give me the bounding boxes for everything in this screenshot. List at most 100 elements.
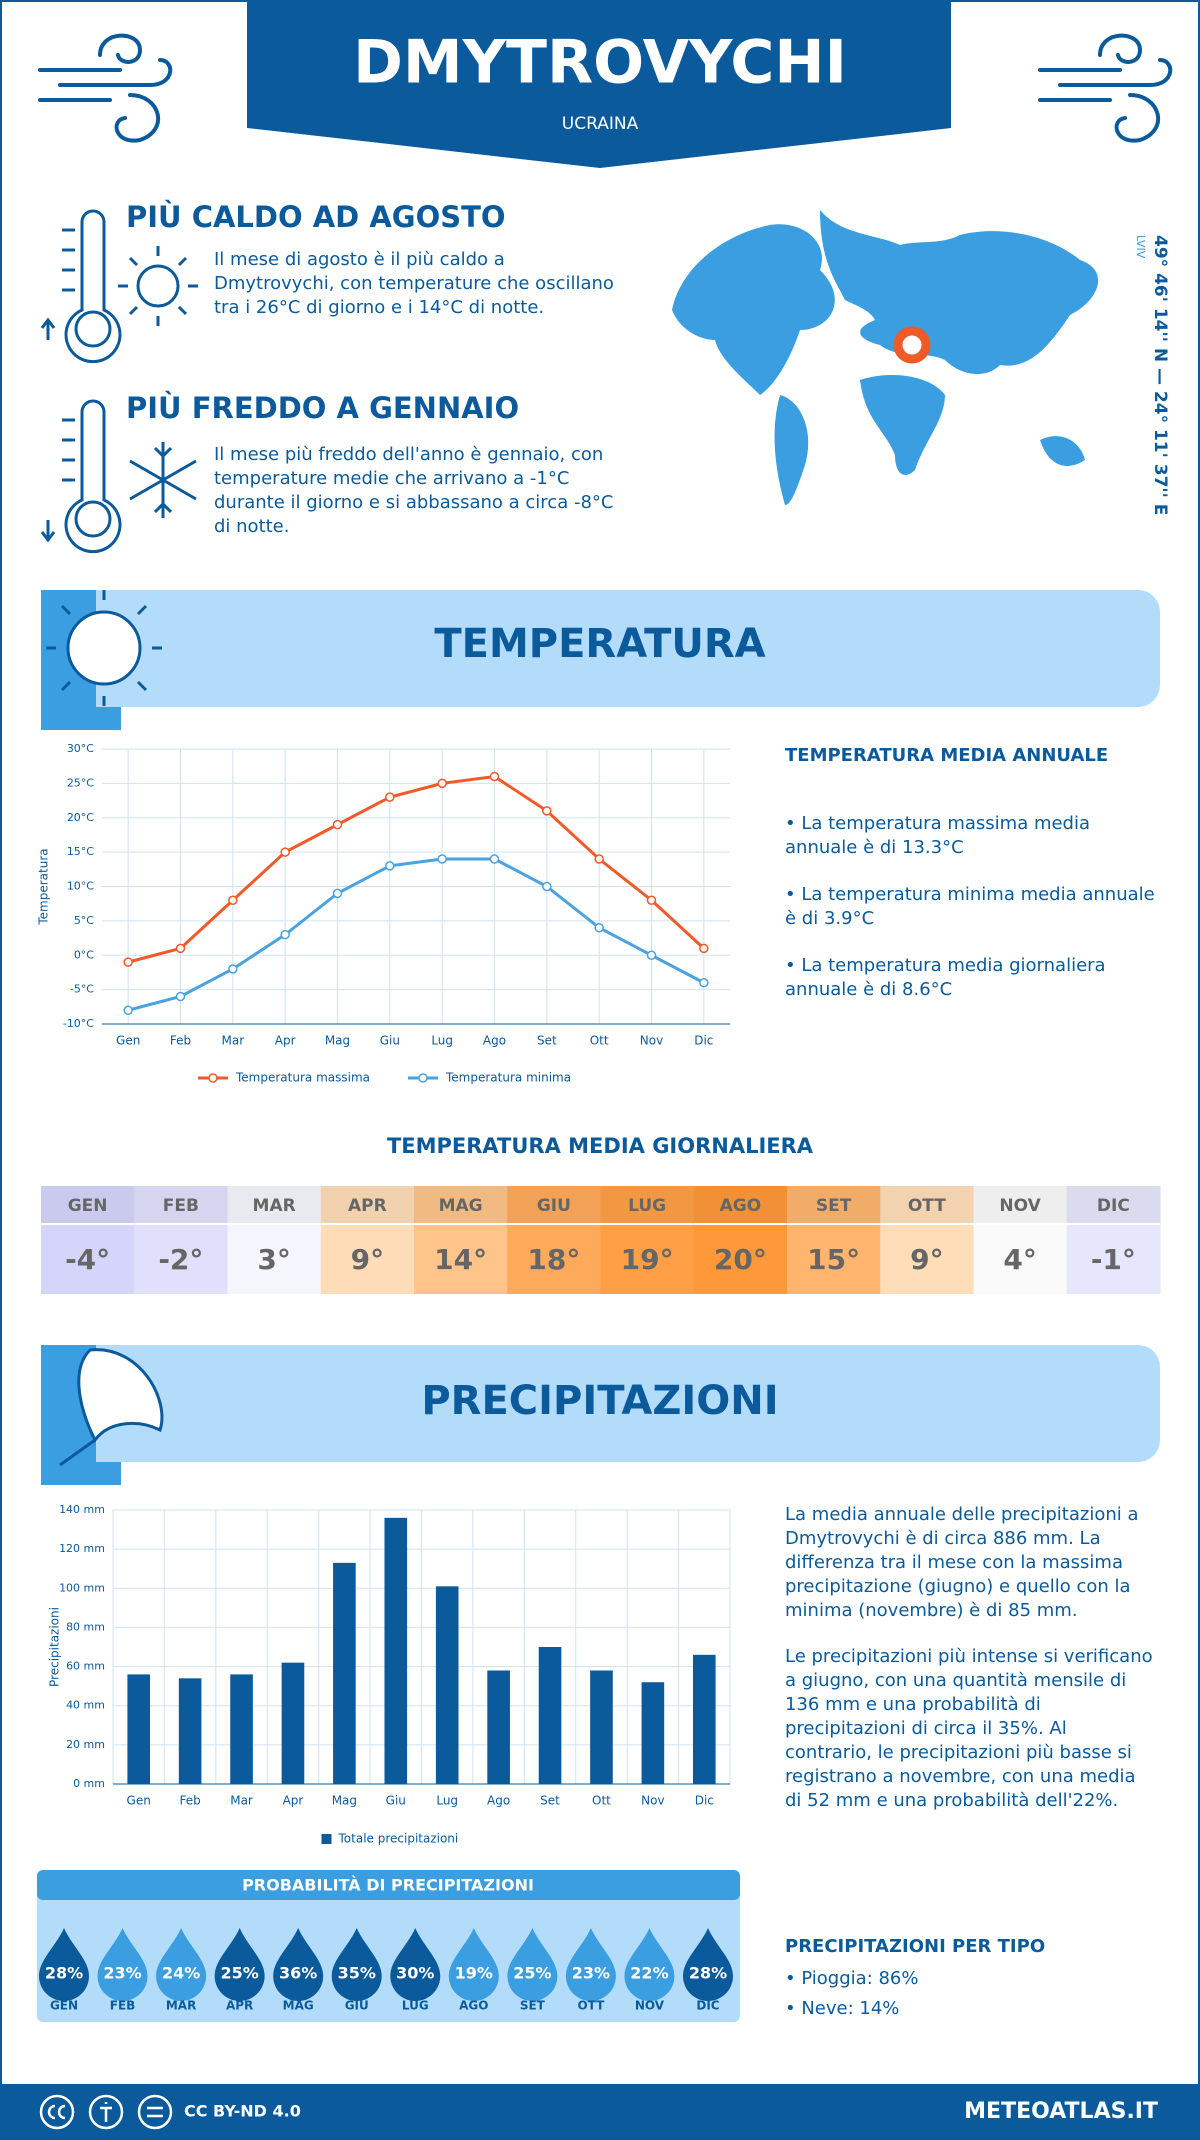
y-tick-label: 60 mm: [66, 1660, 105, 1673]
point: [123, 1005, 133, 1015]
month-label: APR: [348, 1196, 387, 1216]
section-title: TEMPERATURA: [434, 621, 765, 667]
value-cell: [507, 1224, 601, 1294]
month-label: DIC: [1097, 1196, 1130, 1216]
region: LVIV: [1134, 235, 1147, 259]
legend-label: Temperatura massima: [235, 1071, 370, 1085]
country: UCRAINA: [562, 114, 639, 134]
x-tick-label: Lug: [431, 1034, 453, 1048]
precip-paragraph: La media annuale delle precipitazioni a …: [785, 1504, 1139, 1621]
license-icons: [39, 2094, 173, 2130]
probability-month: APR: [226, 1999, 253, 2013]
probability-value: 25%: [220, 1964, 258, 1983]
highlight-text: Il mese più freddo dell'anno è gennaio, …: [214, 444, 614, 537]
coordinates: 49° 46' 14'' N — 24° 11' 37'' E: [1150, 235, 1170, 515]
summary-title: TEMPERATURA MEDIA ANNUALE: [785, 745, 1109, 766]
thermometer-hot: [40, 209, 198, 364]
table-title: TEMPERATURA MEDIA GIORNALIERA: [387, 1134, 814, 1158]
y-tick-label: 20 mm: [66, 1738, 105, 1751]
point: [594, 923, 604, 933]
temperature-value: -1°: [1091, 1243, 1136, 1276]
y-tick-label: 10°C: [67, 880, 94, 893]
value-cell: [693, 1224, 788, 1294]
legend-marker: [208, 1073, 218, 1083]
probability-value: 22%: [630, 1964, 668, 1983]
probability-month: MAR: [166, 1999, 196, 2013]
x-tick-label: Dic: [694, 1034, 713, 1048]
probability-title: PROBABILITÀ DI PRECIPITAZIONI: [242, 1876, 534, 1895]
probability-month: GIU: [345, 1999, 369, 2013]
point: [175, 991, 186, 1002]
point: [332, 819, 343, 830]
probability-value: 19%: [455, 1964, 493, 1983]
thermometer-cold: [40, 399, 197, 554]
x-tick-label: Mag: [332, 1794, 357, 1808]
probability-month: NOV: [635, 1999, 665, 2013]
point: [646, 950, 657, 960]
drop: [565, 1928, 616, 2001]
drop: [390, 1928, 441, 2001]
y-tick-label: 120 mm: [59, 1542, 105, 1555]
y-tick-label: 80 mm: [66, 1620, 105, 1633]
highlight-title: PIÙ FREDDO A GENNAIO: [126, 391, 520, 425]
month-label: LUG: [628, 1196, 666, 1216]
point: [175, 943, 186, 954]
highlight-text: Il mese di agosto è il più caldo a Dmytr…: [214, 249, 614, 318]
month-cell: [414, 1186, 508, 1224]
month-label: FEB: [163, 1196, 199, 1216]
month-cell: [134, 1186, 228, 1224]
drop: [156, 1928, 207, 2001]
value-cell: [1066, 1224, 1161, 1294]
world-map: [672, 210, 1099, 505]
point: [699, 943, 709, 954]
point: [437, 778, 447, 789]
probability-month: GEN: [50, 1999, 78, 2013]
bar: [230, 1674, 253, 1784]
bar: [333, 1562, 356, 1784]
probability-value: 30%: [396, 1964, 434, 1983]
probability-month: OTT: [577, 1999, 605, 2013]
drop: [683, 1928, 733, 2001]
x-tick-label: Giu: [386, 1794, 406, 1808]
temperature-value: 18°: [527, 1243, 580, 1276]
y-axis-label: Precipitazioni: [48, 1607, 62, 1687]
x-tick-label: Nov: [641, 1794, 664, 1808]
x-tick-label: Mag: [325, 1034, 350, 1048]
bar: [692, 1654, 716, 1784]
temperature-value: 15°: [807, 1243, 860, 1276]
drop: [97, 1928, 148, 2001]
point: [489, 771, 500, 782]
point: [332, 888, 343, 899]
section-title: PRECIPITAZIONI: [421, 1378, 778, 1424]
temperature-value: 19°: [621, 1243, 674, 1276]
x-tick-label: Feb: [180, 1794, 201, 1808]
point: [228, 895, 238, 905]
y-tick-label: 0°C: [74, 948, 94, 961]
bar: [590, 1670, 613, 1784]
drop: [624, 1928, 675, 2001]
y-tick-label: 0 mm: [73, 1777, 105, 1790]
x-tick-label: Giu: [380, 1034, 400, 1048]
bar: [435, 1586, 459, 1784]
probability-value: 23%: [572, 1964, 610, 1983]
month-cell: [1066, 1186, 1161, 1224]
site: METEOATLAS.IT: [964, 2099, 1158, 2124]
x-tick-label: Ott: [590, 1034, 609, 1048]
wind-icon-right: [1038, 33, 1173, 143]
y-tick-label: 15°C: [67, 845, 94, 858]
temperature-value: 9°: [351, 1243, 384, 1276]
month-cell: [880, 1186, 974, 1224]
point: [280, 847, 290, 857]
drop: [331, 1928, 382, 2001]
point: [489, 854, 500, 864]
x-tick-label: Mar: [230, 1794, 253, 1808]
x-tick-label: Ott: [592, 1794, 611, 1808]
x-tick-label: Dic: [695, 1794, 714, 1808]
line: [127, 857, 705, 1012]
drop: [507, 1928, 558, 2001]
location-marker: [893, 326, 931, 364]
month-label: MAR: [253, 1196, 296, 1216]
point: [228, 964, 238, 974]
probability-value: 23%: [103, 1964, 141, 1983]
y-tick-label: -5°C: [70, 983, 94, 996]
